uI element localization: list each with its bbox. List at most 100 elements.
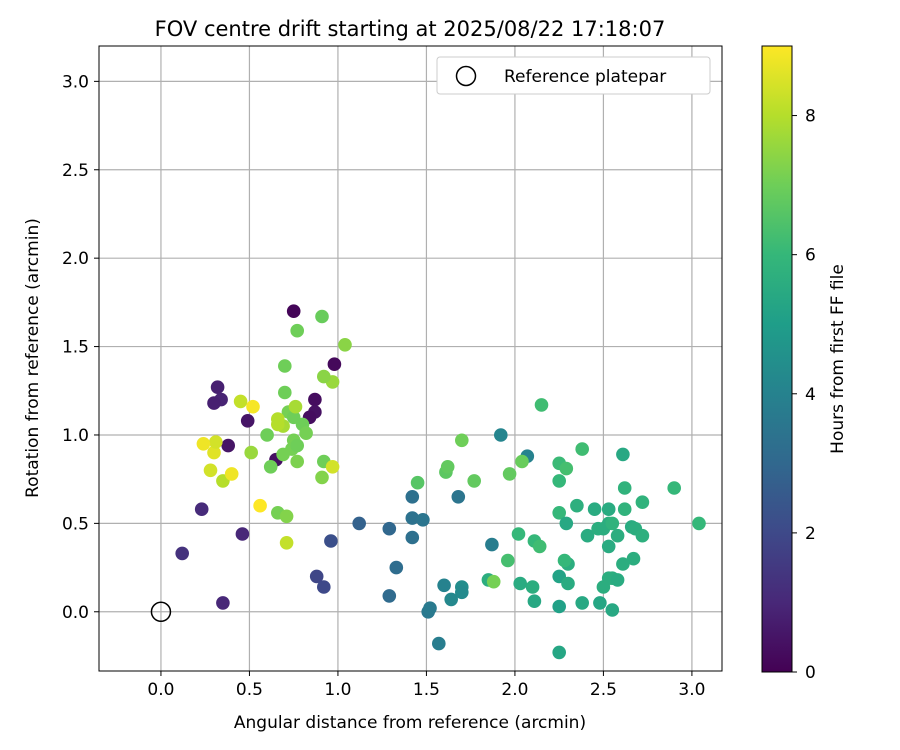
data-point: [532, 539, 547, 554]
data-point: [552, 506, 566, 520]
data-point: [244, 445, 258, 460]
data-point: [290, 323, 305, 338]
data-point: [290, 454, 305, 469]
data-point: [455, 585, 469, 600]
data-point: [559, 461, 574, 476]
y-tick-label: 1.0: [62, 426, 89, 446]
data-point: [288, 399, 303, 414]
y-tick-label: 2.0: [62, 249, 89, 269]
data-point: [253, 498, 267, 513]
data-point: [455, 433, 469, 448]
colorbar-tick-label: 4: [805, 385, 816, 405]
y-tick-label: 2.5: [62, 161, 89, 181]
data-point: [610, 573, 625, 587]
data-point: [432, 636, 446, 651]
y-tick-label: 3.0: [62, 72, 89, 92]
colorbar-tick-label: 0: [805, 663, 816, 683]
x-tick-label: 3.0: [678, 680, 705, 700]
data-point: [416, 513, 430, 527]
data-point: [626, 551, 641, 566]
legend-marker-icon: [455, 65, 477, 87]
data-point: [552, 599, 566, 614]
data-points: [175, 304, 706, 660]
colorbar: 0 2 4 6 8 Hours from first FF file: [761, 45, 848, 683]
colorbar-tick-label: 6: [805, 246, 816, 266]
data-point: [525, 580, 540, 594]
data-point: [605, 516, 620, 531]
data-point: [175, 546, 189, 561]
data-point: [617, 481, 632, 495]
x-tick-label: 0.5: [236, 680, 263, 700]
data-point: [444, 592, 459, 607]
data-point: [511, 527, 526, 541]
y-axis-label: Rotation from reference (arcmin): [23, 218, 43, 498]
data-point: [315, 470, 329, 485]
data-point: [235, 527, 250, 541]
data-point: [527, 594, 542, 608]
data-point: [278, 385, 292, 400]
data-point: [309, 569, 324, 584]
data-point: [207, 445, 221, 460]
data-point: [216, 596, 230, 610]
x-tick-label: 1.5: [413, 680, 440, 700]
data-point: [616, 447, 630, 462]
colorbar-tick-label: 2: [805, 524, 816, 544]
data-point: [501, 553, 515, 568]
data-point: [279, 509, 294, 524]
data-point: [278, 359, 292, 373]
data-point: [575, 596, 589, 610]
data-point: [451, 490, 466, 504]
data-point: [246, 399, 260, 414]
data-point: [207, 396, 221, 410]
data-point: [580, 528, 595, 543]
data-point: [221, 438, 235, 453]
colorbar-label: Hours from first FF file: [828, 264, 848, 454]
y-tick-label: 0.5: [62, 514, 89, 534]
data-point: [534, 398, 549, 412]
data-point: [325, 460, 340, 474]
data-point: [317, 369, 331, 384]
data-point: [271, 412, 285, 426]
data-point: [210, 380, 225, 395]
data-point: [410, 475, 425, 490]
x-axis-ticks: 0.0 0.5 1.0 1.5 2.0 2.5 3.0: [147, 671, 705, 700]
x-tick-label: 0.0: [147, 680, 174, 700]
data-point: [194, 502, 209, 516]
plot-frame: [98, 45, 723, 672]
data-point: [324, 534, 338, 548]
data-point: [601, 502, 616, 516]
data-point: [610, 528, 625, 543]
data-point: [233, 394, 248, 409]
data-point: [260, 428, 274, 442]
data-point: [513, 576, 527, 591]
data-point: [209, 435, 223, 449]
colorbar-tick-label: 8: [805, 107, 816, 127]
data-point: [315, 309, 329, 324]
data-point: [557, 553, 572, 568]
colorbar-ticks: 0 2 4 6 8: [792, 107, 816, 683]
data-point: [352, 516, 367, 531]
data-point: [570, 498, 584, 513]
x-tick-label: 2.5: [590, 680, 617, 700]
data-point: [575, 442, 589, 456]
data-point: [605, 603, 620, 617]
data-point: [601, 539, 616, 554]
y-tick-label: 0.0: [62, 603, 89, 623]
data-point: [515, 454, 529, 469]
data-point: [494, 428, 508, 442]
data-point: [486, 574, 501, 589]
data-point: [405, 530, 420, 545]
data-point: [290, 438, 305, 453]
data-point: [196, 437, 211, 451]
legend-box: [436, 56, 711, 95]
x-tick-label: 2.0: [501, 680, 528, 700]
data-point: [437, 578, 451, 593]
legend: Reference platepar: [436, 56, 711, 95]
data-point: [286, 304, 301, 319]
data-point: [467, 474, 482, 488]
legend-label: Reference platepar: [504, 67, 666, 87]
data-point: [276, 447, 290, 462]
x-tick-label: 1.0: [324, 680, 351, 700]
reference-marker: [150, 601, 172, 623]
